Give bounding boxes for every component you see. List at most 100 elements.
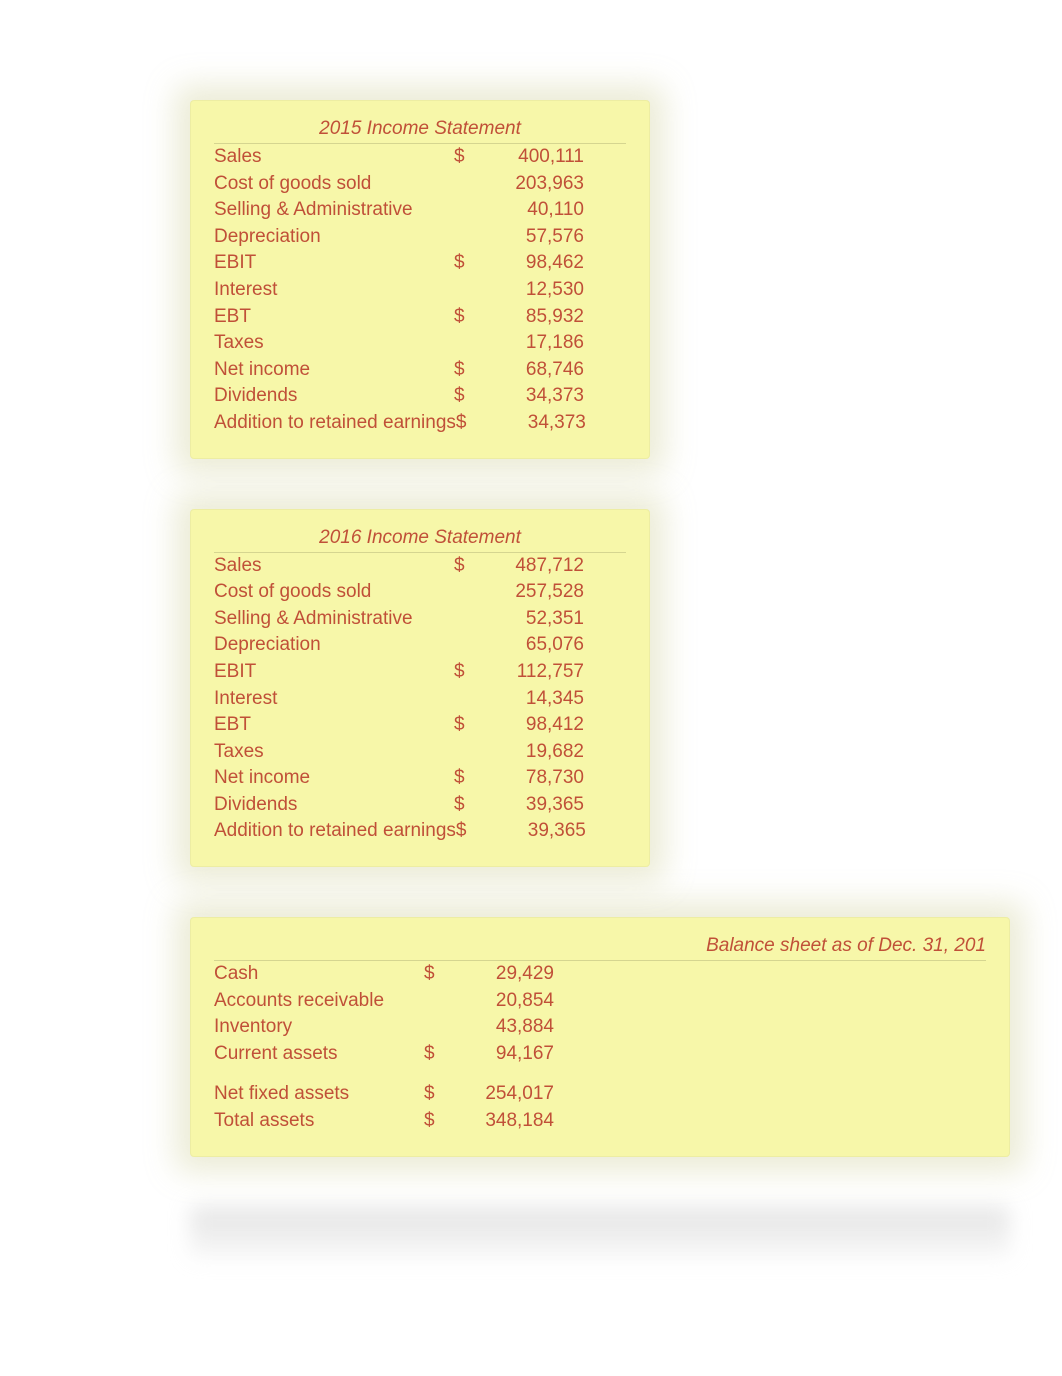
row-value: 19,682 bbox=[484, 739, 594, 766]
income-statement-2016: 2016 Income Statement Sales$487,712Cost … bbox=[190, 509, 650, 868]
table-row: Addition to retained earnings$34,373 bbox=[214, 410, 626, 437]
table-row: Interest 12,530 bbox=[214, 277, 626, 304]
currency-symbol: $ bbox=[424, 1041, 454, 1068]
row-label: Depreciation bbox=[214, 224, 454, 251]
row-value: 78,730 bbox=[484, 765, 594, 792]
table-row: Depreciation65,076 bbox=[214, 632, 626, 659]
table-row: EBIT$112,757 bbox=[214, 659, 626, 686]
row-label: Interest bbox=[214, 686, 454, 713]
table-row: Taxes17,186 bbox=[214, 330, 626, 357]
row-label: Net income bbox=[214, 357, 454, 384]
row-label: Sales bbox=[214, 144, 454, 171]
table-row: Sales$400,111 bbox=[214, 144, 626, 171]
row-label: Net fixed assets bbox=[214, 1081, 424, 1108]
row-label: EBIT bbox=[214, 250, 454, 277]
row-value: 39,365 bbox=[484, 792, 594, 819]
table-row: Taxes 19,682 bbox=[214, 739, 626, 766]
table-row: Selling & Administrative 52,351 bbox=[214, 606, 626, 633]
row-label: Depreciation bbox=[214, 632, 454, 659]
row-label: Sales bbox=[214, 553, 454, 580]
currency-symbol: $ bbox=[424, 961, 454, 988]
currency-symbol: $ bbox=[456, 818, 486, 845]
row-value: 98,412 bbox=[484, 712, 594, 739]
table-row: Selling & Administrative 40,110 bbox=[214, 197, 626, 224]
table-row: Inventory 43,884 bbox=[214, 1014, 986, 1041]
row-label: Dividends bbox=[214, 792, 454, 819]
table-row: Dividends$34,373 bbox=[214, 383, 626, 410]
table-row: EBIT$98,462 bbox=[214, 250, 626, 277]
row-value: 20,854 bbox=[454, 988, 564, 1015]
row-value: 487,712 bbox=[484, 553, 594, 580]
row-value: 57,576 bbox=[484, 224, 594, 251]
income-statement-2015: 2015 Income Statement Sales$400,111Cost … bbox=[190, 100, 650, 459]
row-label: Cost of goods sold bbox=[214, 579, 454, 606]
currency-symbol: $ bbox=[454, 144, 484, 171]
table-row: Net income$78,730 bbox=[214, 765, 626, 792]
table-row: Cost of goods sold 257,528 bbox=[214, 579, 626, 606]
row-value: 348,184 bbox=[454, 1108, 564, 1135]
row-value: 203,963 bbox=[484, 171, 594, 198]
row-value: 29,429 bbox=[454, 961, 564, 988]
row-label: Addition to retained earnings bbox=[214, 410, 456, 437]
table-body: Sales$400,111Cost of goods sold203,963Se… bbox=[214, 144, 626, 437]
panel-title: 2016 Income Statement bbox=[214, 527, 626, 549]
table-body: Sales$487,712Cost of goods sold257,528Se… bbox=[214, 553, 626, 846]
table-row: Sales$487,712 bbox=[214, 553, 626, 580]
row-value: 12,530 bbox=[484, 277, 594, 304]
row-value: 39,365 bbox=[486, 818, 596, 845]
row-value: 94,167 bbox=[454, 1041, 564, 1068]
currency-symbol: $ bbox=[454, 712, 484, 739]
row-label: Selling & Administrative bbox=[214, 606, 454, 633]
table-row: Current assets$94,167 bbox=[214, 1041, 986, 1068]
row-value: 52,351 bbox=[484, 606, 594, 633]
table-row: Depreciation 57,576 bbox=[214, 224, 626, 251]
row-label: Interest bbox=[214, 277, 454, 304]
table-row: Net fixed assets$254,017 bbox=[214, 1081, 986, 1108]
row-value: 112,757 bbox=[484, 659, 594, 686]
table-row: Interest 14,345 bbox=[214, 686, 626, 713]
row-label: Dividends bbox=[214, 383, 454, 410]
row-label: Current assets bbox=[214, 1041, 424, 1068]
row-value: 85,932 bbox=[484, 304, 594, 331]
balance-sheet: Balance sheet as of Dec. 31, 201 Cash$29… bbox=[190, 917, 1010, 1157]
row-label: Taxes bbox=[214, 739, 454, 766]
row-label: EBT bbox=[214, 712, 454, 739]
table-row: Cost of goods sold203,963 bbox=[214, 171, 626, 198]
row-value: 400,111 bbox=[484, 144, 594, 171]
row-label: Net income bbox=[214, 765, 454, 792]
row-value: 14,345 bbox=[484, 686, 594, 713]
row-label: Accounts receivable bbox=[214, 988, 424, 1015]
panel-title: 2015 Income Statement bbox=[214, 118, 626, 140]
row-label: EBT bbox=[214, 304, 454, 331]
table-row: Net income$68,746 bbox=[214, 357, 626, 384]
currency-symbol: $ bbox=[424, 1081, 454, 1108]
currency-symbol: $ bbox=[454, 383, 484, 410]
row-value: 34,373 bbox=[484, 383, 594, 410]
table-row: Total assets$348,184 bbox=[214, 1108, 986, 1135]
row-value: 40,110 bbox=[484, 197, 594, 224]
row-label: EBIT bbox=[214, 659, 454, 686]
spacer-row bbox=[214, 1067, 986, 1081]
currency-symbol: $ bbox=[454, 659, 484, 686]
row-label: Taxes bbox=[214, 330, 454, 357]
row-label: Inventory bbox=[214, 1014, 424, 1041]
currency-symbol: $ bbox=[424, 1108, 454, 1135]
row-value: 43,884 bbox=[454, 1014, 564, 1041]
blurred-next-panel bbox=[190, 1207, 1010, 1257]
currency-symbol: $ bbox=[454, 304, 484, 331]
row-value: 257,528 bbox=[484, 579, 594, 606]
table-row: Accounts receivable 20,854 bbox=[214, 988, 986, 1015]
row-label: Cash bbox=[214, 961, 424, 988]
row-label: Selling & Administrative bbox=[214, 197, 454, 224]
currency-symbol: $ bbox=[454, 792, 484, 819]
table-body: Cash$29,429Accounts receivable20,854Inve… bbox=[214, 961, 986, 1135]
table-row: EBT$98,412 bbox=[214, 712, 626, 739]
currency-symbol: $ bbox=[454, 765, 484, 792]
currency-symbol: $ bbox=[454, 553, 484, 580]
table-row: EBT$85,932 bbox=[214, 304, 626, 331]
row-value: 34,373 bbox=[486, 410, 596, 437]
currency-symbol: $ bbox=[456, 410, 486, 437]
currency-symbol: $ bbox=[454, 250, 484, 277]
row-label: Total assets bbox=[214, 1108, 424, 1135]
row-label: Addition to retained earnings bbox=[214, 818, 456, 845]
